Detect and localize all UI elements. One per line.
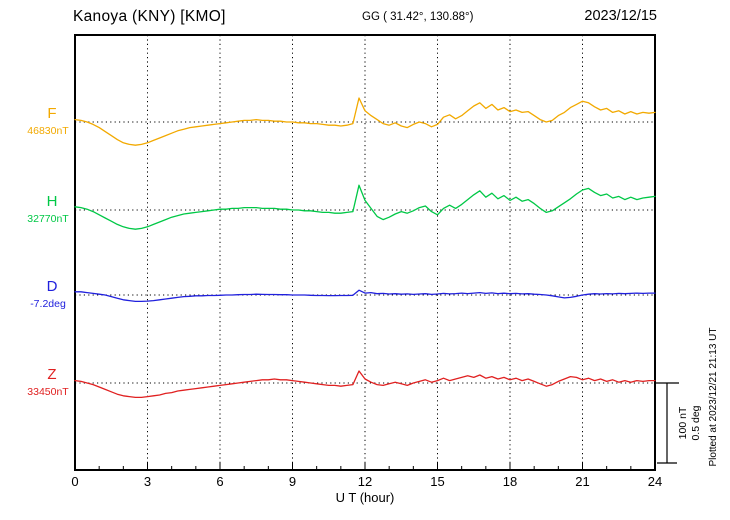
x-tick-label-0: 0 bbox=[71, 474, 79, 489]
x-tick-label-6: 6 bbox=[216, 474, 224, 489]
x-tick-label-21: 21 bbox=[575, 474, 590, 489]
x-tick-label-3: 3 bbox=[143, 474, 152, 489]
trace-Z bbox=[74, 370, 656, 399]
trace-label-H: H bbox=[46, 193, 58, 210]
trace-baseline-value-D: -7.2deg bbox=[30, 298, 66, 310]
trace-D bbox=[74, 289, 656, 303]
x-axis-label: U T (hour) bbox=[335, 490, 395, 505]
trace-baseline-value-Z: 33450nT bbox=[27, 386, 69, 398]
station-title: Kanoya (KNY) [KMO] bbox=[73, 8, 226, 25]
x-tick-label-9: 9 bbox=[288, 474, 297, 489]
plot-frame bbox=[74, 34, 656, 471]
plot-date: 2023/12/15 bbox=[584, 8, 657, 24]
scale-bar-label: 100 nT 0.5 deg bbox=[677, 391, 703, 455]
trace-baseline-value-F: 46830nT bbox=[27, 125, 69, 137]
scale-bar-deg-label: 0.5 deg bbox=[690, 405, 702, 441]
trace-label-F: F bbox=[47, 105, 57, 122]
trace-label-Z: Z bbox=[47, 366, 57, 383]
x-tick-label-24: 24 bbox=[647, 474, 663, 489]
trace-H bbox=[74, 184, 656, 230]
trace-F bbox=[74, 97, 656, 146]
x-tick-label-18: 18 bbox=[502, 474, 518, 489]
trace-baseline-value-H: 32770nT bbox=[27, 213, 69, 225]
trace-label-D: D bbox=[46, 278, 58, 295]
plotted-at-note: Plotted at 2023/12/21 21:13 UT bbox=[708, 327, 719, 467]
scale-bar-nt-label: 100 nT bbox=[677, 406, 689, 440]
geographic-coords: GG ( 31.42°, 130.88°) bbox=[362, 11, 474, 23]
x-tick-label-12: 12 bbox=[357, 474, 373, 489]
x-tick-label-15: 15 bbox=[430, 474, 445, 489]
